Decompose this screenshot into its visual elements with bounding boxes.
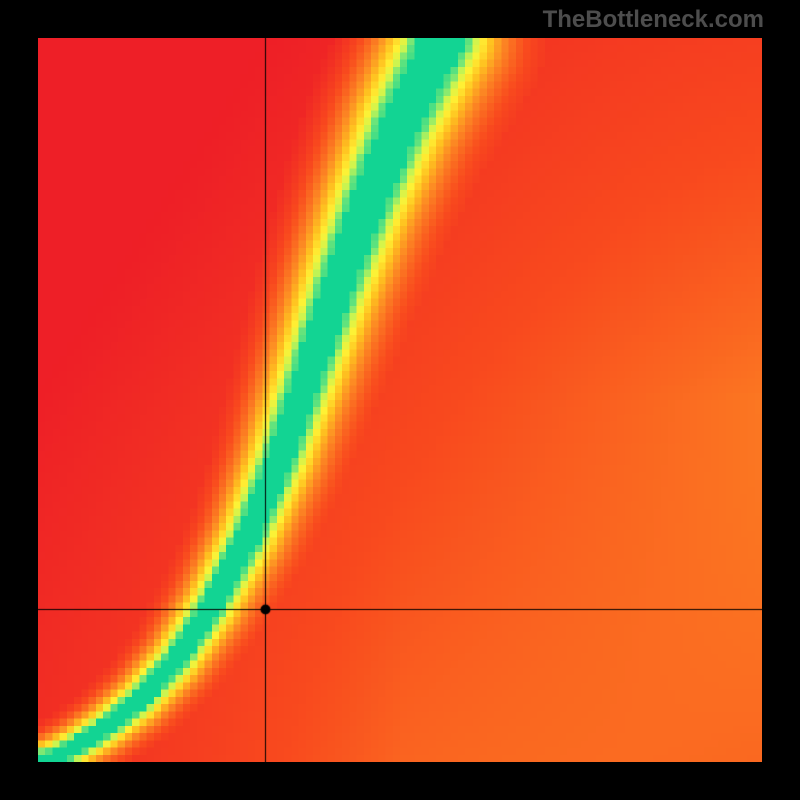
watermark-label: TheBottleneck.com bbox=[543, 6, 764, 34]
crosshair-overlay bbox=[38, 38, 762, 762]
chart-stage: TheBottleneck.com bbox=[0, 0, 800, 800]
